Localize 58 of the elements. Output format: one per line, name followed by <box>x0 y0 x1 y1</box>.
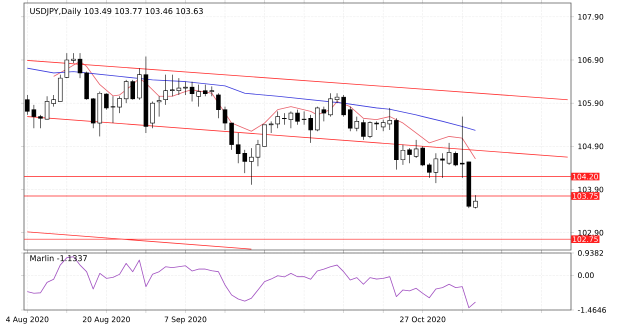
candlestick <box>341 94 346 117</box>
candlestick <box>104 92 109 110</box>
candlestick <box>110 96 116 124</box>
candlestick <box>38 114 43 129</box>
candlestick <box>460 116 465 178</box>
candlestick <box>268 121 274 134</box>
candlestick <box>302 111 306 126</box>
candlestick <box>170 74 175 97</box>
candlestick <box>387 108 392 130</box>
candlestick <box>150 101 155 129</box>
candlestick <box>440 152 445 178</box>
candlestick <box>446 142 452 166</box>
candlestick <box>190 81 194 102</box>
candlestick <box>295 109 300 126</box>
text: USDJPY,Daily 103.49 103.77 103.46 103.63 <box>30 8 203 16</box>
candlestick <box>275 111 280 129</box>
candlestick <box>71 52 76 64</box>
candlestick <box>117 96 122 114</box>
candlestick <box>368 121 372 138</box>
candlestick <box>308 114 313 144</box>
candlestick <box>32 104 36 129</box>
candlestick <box>407 148 412 164</box>
candlestick <box>380 119 386 132</box>
candlestick <box>25 94 30 116</box>
candlestick <box>196 84 201 107</box>
candlestick <box>51 94 56 107</box>
candlestick <box>354 116 360 132</box>
candlestick <box>400 144 406 166</box>
candlestick <box>229 122 234 150</box>
candlestick <box>78 52 82 78</box>
candlestick <box>130 80 136 100</box>
candlestick <box>434 152 438 184</box>
candlestick <box>473 194 478 209</box>
candlestick <box>137 68 142 100</box>
candlestick <box>361 119 366 140</box>
candlestick <box>322 106 326 122</box>
candlestick <box>288 111 294 129</box>
candlestick <box>348 106 352 132</box>
candlestick <box>242 150 248 174</box>
candlestick <box>183 81 188 96</box>
candlestick <box>64 52 70 78</box>
candlestick <box>44 96 50 120</box>
candlestick <box>420 146 425 167</box>
candlestick <box>414 140 418 158</box>
candlestick <box>216 92 221 119</box>
candlestick <box>163 74 168 106</box>
candlestick <box>249 148 254 186</box>
candlestick <box>176 78 182 96</box>
candlestick <box>314 106 320 132</box>
candlestick <box>282 112 287 126</box>
candlestick <box>427 162 432 178</box>
candlestick <box>58 74 63 102</box>
candlestick <box>124 80 128 104</box>
candlestick <box>202 84 208 97</box>
candlestick <box>222 106 228 130</box>
candlestick <box>236 132 240 164</box>
candlestick <box>210 86 214 97</box>
candlestick <box>453 151 458 167</box>
